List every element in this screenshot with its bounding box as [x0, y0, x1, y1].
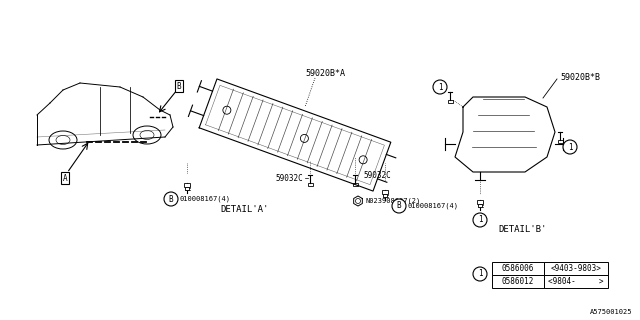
Text: B: B: [397, 202, 401, 211]
Bar: [477, 200, 483, 204]
Text: 010008167(4): 010008167(4): [407, 203, 458, 209]
Text: B: B: [177, 82, 181, 91]
Text: 0586006: 0586006: [502, 264, 534, 273]
Text: A: A: [63, 173, 67, 182]
Circle shape: [473, 267, 487, 281]
Text: B: B: [169, 195, 173, 204]
Circle shape: [473, 213, 487, 227]
Bar: [185, 187, 189, 190]
Bar: [307, 183, 312, 186]
Text: 59032C: 59032C: [275, 173, 303, 182]
Text: 59020B*B: 59020B*B: [560, 73, 600, 82]
Text: 010008167(4): 010008167(4): [179, 196, 230, 202]
Text: <9403-9803>: <9403-9803>: [550, 264, 602, 273]
Text: A575001025: A575001025: [589, 309, 632, 315]
Text: 59020B*A: 59020B*A: [305, 68, 345, 77]
Text: 0586012: 0586012: [502, 277, 534, 286]
Bar: [382, 190, 388, 194]
Circle shape: [433, 80, 447, 94]
Circle shape: [392, 199, 406, 213]
Text: 1: 1: [477, 215, 483, 225]
Bar: [492, 275, 544, 288]
Bar: [447, 100, 452, 103]
Bar: [353, 183, 358, 186]
Bar: [383, 194, 387, 197]
Bar: [544, 262, 608, 275]
Bar: [544, 275, 608, 288]
Text: N023908007(2): N023908007(2): [365, 198, 420, 204]
Bar: [184, 183, 190, 187]
Bar: [492, 262, 544, 275]
Text: 59032C: 59032C: [363, 171, 391, 180]
Circle shape: [563, 140, 577, 154]
Text: <9804-     >: <9804- >: [548, 277, 604, 286]
Text: 1: 1: [568, 142, 572, 151]
Text: 1: 1: [438, 83, 442, 92]
Bar: [478, 204, 482, 207]
Bar: [557, 140, 563, 143]
Text: 1: 1: [477, 269, 483, 278]
Text: DETAIL'B': DETAIL'B': [499, 226, 547, 235]
Text: DETAIL'A': DETAIL'A': [221, 205, 269, 214]
Circle shape: [164, 192, 178, 206]
